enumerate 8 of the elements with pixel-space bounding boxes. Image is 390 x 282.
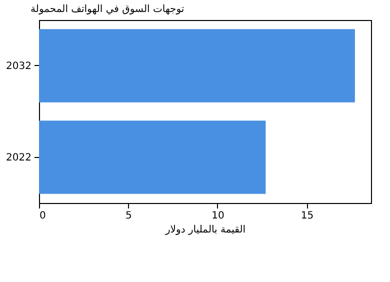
x-tick-label: 10 — [212, 210, 224, 222]
y-tick-label: 2022 — [6, 152, 32, 164]
x-tick-label: 5 — [126, 210, 132, 222]
x-axis-title: القيمة بالمليار دولار — [164, 224, 246, 236]
y-tick-label: 2032 — [6, 60, 32, 72]
x-tick-label: 0 — [40, 210, 46, 222]
chart-title: توجهات السوق في الهواتف المحمولة — [30, 4, 184, 15]
x-tick-label: 15 — [300, 210, 314, 222]
